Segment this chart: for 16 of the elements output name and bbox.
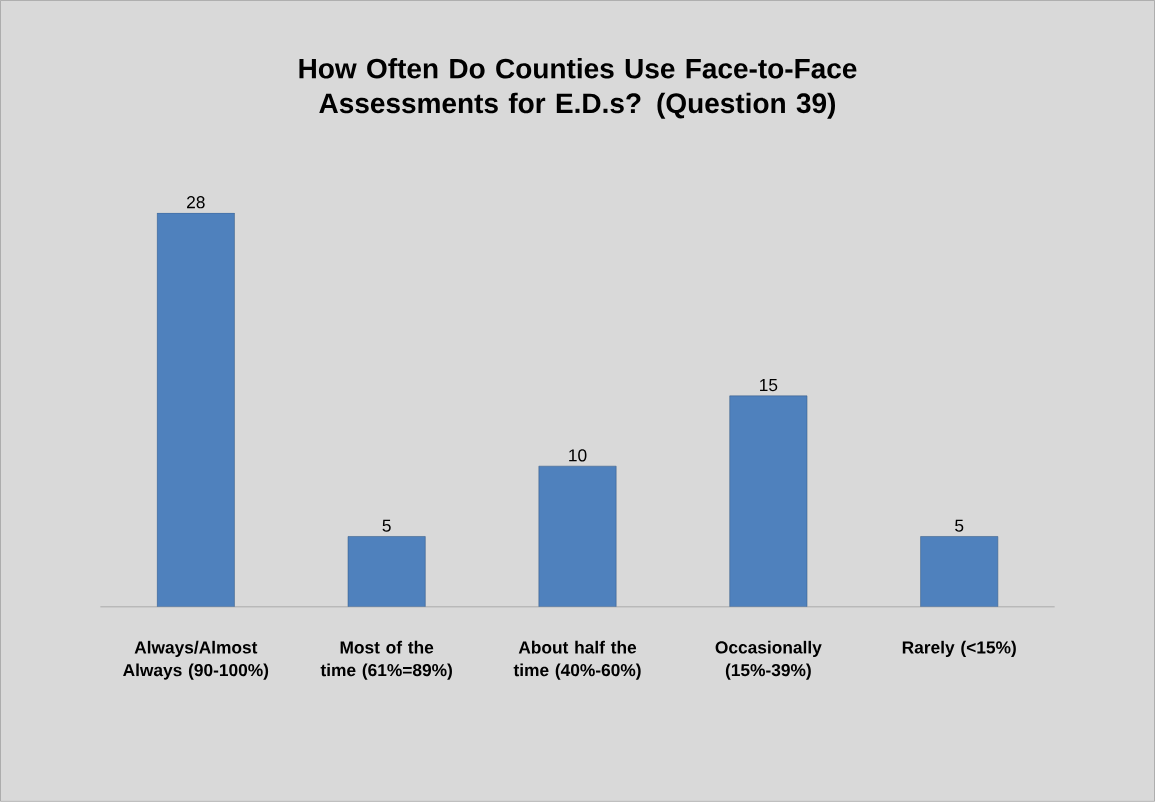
bar [538, 466, 617, 607]
bar [729, 395, 808, 607]
bar [347, 536, 426, 607]
data-label: 28 [187, 196, 205, 209]
data-label: 5 [382, 519, 391, 532]
data-label: 15 [760, 379, 778, 392]
x-tick-label: Rarely (<15%) [902, 640, 1016, 658]
x-tick-label: Always/Almost Always (90-100%) [123, 640, 269, 680]
bar [156, 212, 235, 607]
x-tick-label: Occasionally (15%-39%) [715, 640, 822, 680]
x-tick-label: About half the time (40%-60%) [513, 640, 641, 680]
chart-title: How Often Do Counties Use Face-to-Face Assessments for E.D.s? (Question 39) [299, 58, 857, 119]
bar [920, 536, 999, 607]
data-label: 10 [569, 449, 587, 462]
x-tick-label: Most of the time (61%=89%) [320, 640, 452, 680]
data-label: 5 [955, 519, 964, 532]
